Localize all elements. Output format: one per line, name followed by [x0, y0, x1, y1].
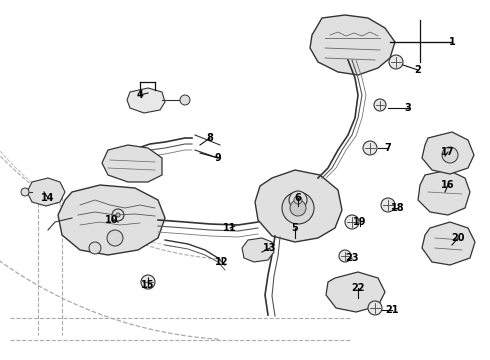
Text: 12: 12 — [215, 257, 229, 267]
Text: 9: 9 — [215, 153, 221, 163]
Polygon shape — [418, 170, 470, 215]
Text: 20: 20 — [451, 233, 465, 243]
Circle shape — [363, 141, 377, 155]
Text: 23: 23 — [345, 253, 359, 263]
Text: 21: 21 — [385, 305, 399, 315]
Polygon shape — [242, 238, 274, 262]
Text: 19: 19 — [353, 217, 367, 227]
Text: 3: 3 — [405, 103, 412, 113]
Text: 1: 1 — [449, 37, 455, 47]
Text: 5: 5 — [292, 223, 298, 233]
Polygon shape — [102, 145, 162, 182]
Text: 22: 22 — [351, 283, 365, 293]
Circle shape — [442, 147, 458, 163]
Polygon shape — [326, 272, 385, 312]
Circle shape — [339, 250, 351, 262]
Circle shape — [21, 188, 29, 196]
Polygon shape — [422, 132, 474, 174]
Text: 13: 13 — [263, 243, 277, 253]
Text: 7: 7 — [385, 143, 392, 153]
Circle shape — [289, 191, 307, 209]
Text: 2: 2 — [415, 65, 421, 75]
Circle shape — [141, 275, 155, 289]
Circle shape — [389, 55, 403, 69]
Text: 16: 16 — [441, 180, 455, 190]
Circle shape — [282, 192, 314, 224]
Circle shape — [345, 215, 359, 229]
Circle shape — [368, 301, 382, 315]
Text: 18: 18 — [391, 203, 405, 213]
Text: 17: 17 — [441, 147, 455, 157]
Text: 6: 6 — [294, 193, 301, 203]
Polygon shape — [310, 15, 395, 75]
Circle shape — [381, 198, 395, 212]
Polygon shape — [58, 185, 165, 255]
Circle shape — [107, 230, 123, 246]
Text: 14: 14 — [41, 193, 55, 203]
Circle shape — [180, 95, 190, 105]
Polygon shape — [255, 170, 342, 242]
Circle shape — [374, 99, 386, 111]
Circle shape — [116, 213, 120, 217]
Polygon shape — [422, 222, 475, 265]
Text: 11: 11 — [223, 223, 237, 233]
Polygon shape — [127, 88, 165, 113]
Polygon shape — [27, 178, 65, 206]
Text: 15: 15 — [141, 280, 155, 290]
Text: 8: 8 — [207, 133, 214, 143]
Circle shape — [89, 242, 101, 254]
Text: 4: 4 — [137, 90, 144, 100]
Circle shape — [112, 209, 124, 221]
Text: 10: 10 — [105, 215, 119, 225]
Circle shape — [290, 200, 306, 216]
Circle shape — [294, 196, 302, 204]
